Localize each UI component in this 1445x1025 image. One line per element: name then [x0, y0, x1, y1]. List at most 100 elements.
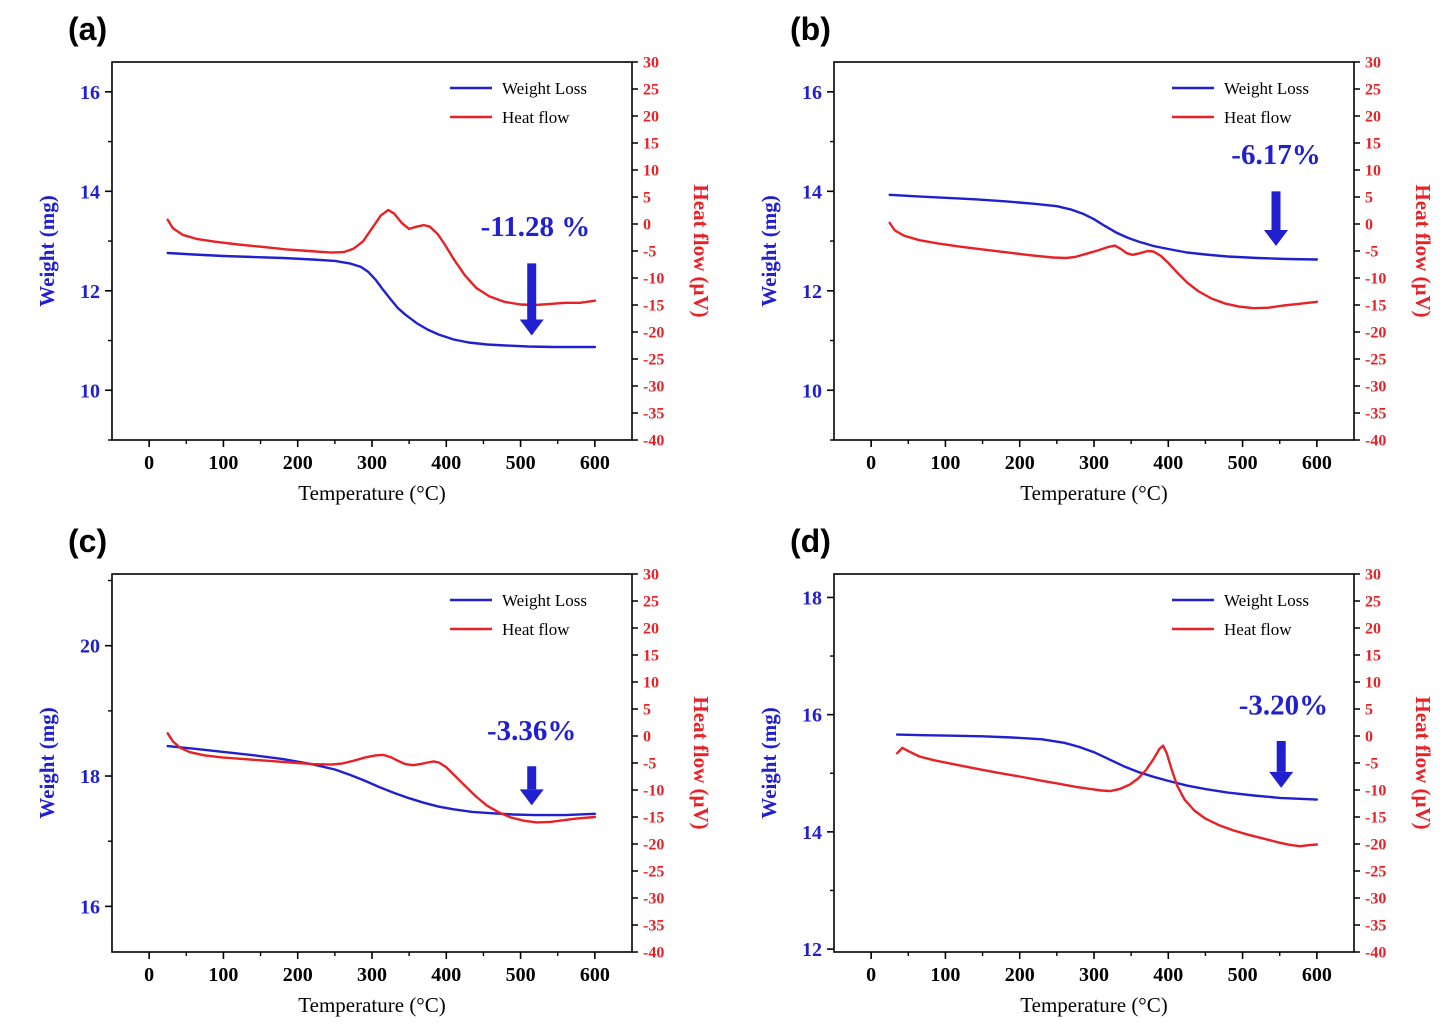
x-axis: 0 100 200 300 400 500 600 Temperature (°C)	[144, 440, 610, 505]
x-axis: 0 100 200 300 400 500 600 Temperature (°C)	[144, 952, 610, 1017]
y-right-tick-label: 15	[643, 136, 659, 153]
y-left-tick-label: 10	[80, 380, 100, 402]
x-tick-label: 0	[144, 964, 154, 986]
y-right-tick-label: 10	[643, 675, 659, 692]
y-left-tick-label: 16	[802, 82, 822, 104]
panel-a: (a) 0 100 200 300 400 500 600 Temperature (°C) 10…	[0, 0, 722, 512]
y-right-axis-title: Heat flow (μV)	[689, 184, 713, 317]
x-tick-label: 300	[357, 452, 387, 474]
y-right-tick-label: 5	[1365, 190, 1373, 207]
y-right-tick-label: -40	[1365, 945, 1386, 962]
annotation: -3.36%	[487, 715, 576, 806]
x-tick-label: 200	[1005, 964, 1035, 986]
legend-label: Heat flow	[502, 108, 570, 127]
panel-label: (a)	[68, 11, 107, 47]
y-right-tick-label: -30	[643, 891, 664, 908]
y-right-tick-label: -25	[1365, 864, 1386, 881]
x-tick-label: 0	[866, 964, 876, 986]
y-right-tick-label: 25	[643, 82, 659, 99]
weight-loss-annotation: -6.17%	[1231, 139, 1320, 171]
heat-flow-series	[166, 732, 597, 824]
x-tick-label: 500	[1228, 964, 1258, 986]
x-tick-label: 400	[1153, 452, 1183, 474]
y-right-tick-label: 5	[643, 190, 651, 207]
y-right-tick-label: 10	[1365, 675, 1381, 692]
y-left-axis-title: Weight (mg)	[757, 707, 781, 818]
y-right-tick-label: -20	[1365, 325, 1386, 342]
legend-label: Heat flow	[1224, 108, 1292, 127]
y-left-tick-label: 12	[802, 281, 822, 303]
y-right-tick-label: 15	[643, 648, 659, 665]
y-right-axis-title: Heat flow (μV)	[689, 696, 713, 829]
legend: Weight Loss Heat flow	[450, 79, 587, 127]
y-left-tick-label: 12	[80, 281, 100, 303]
heat-flow-series	[895, 744, 1319, 848]
x-tick-label: 100	[208, 964, 238, 986]
y-right-tick-label: 10	[1365, 163, 1381, 180]
y-left-tick-label: 16	[80, 896, 100, 918]
y-right-tick-label: -20	[643, 325, 664, 342]
y-left-axis: 10 12 14 16 Weight (mg)	[757, 82, 834, 441]
y-left-tick-label: 12	[802, 939, 822, 961]
panel-label: (d)	[790, 523, 831, 559]
legend-label: Heat flow	[1224, 620, 1292, 639]
y-right-tick-label: 30	[1365, 55, 1381, 72]
y-right-tick-label: -30	[643, 379, 664, 396]
series-group	[166, 732, 597, 824]
annotation-arrow-head	[1269, 771, 1294, 788]
x-tick-label: 500	[506, 964, 536, 986]
y-right-tick-label: -30	[1365, 891, 1386, 908]
legend: Weight Loss Heat flow	[1172, 79, 1309, 127]
y-left-tick-label: 18	[80, 766, 100, 788]
x-tick-label: 200	[283, 452, 313, 474]
y-left-tick-label: 14	[802, 822, 822, 844]
y-right-axis: 30 25 20 15 10 5 0 -5 -10 -15 -20 -25 -30 -35 -40 Heat …	[632, 55, 713, 450]
x-tick-label: 600	[580, 964, 610, 986]
y-right-tick-label: -25	[1365, 352, 1386, 369]
heat-flow-series	[888, 221, 1319, 310]
y-right-tick-label: 20	[643, 621, 659, 638]
y-left-axis: 16 18 20 Weight (mg)	[35, 579, 112, 918]
legend: Weight Loss Heat flow	[450, 591, 587, 639]
x-tick-label: 100	[930, 964, 960, 986]
legend-label: Heat flow	[502, 620, 570, 639]
x-tick-label: 500	[506, 452, 536, 474]
annotation-arrow-head	[1264, 230, 1288, 247]
y-left-axis-title: Weight (mg)	[757, 195, 781, 306]
y-right-tick-label: -40	[1365, 433, 1386, 450]
x-tick-label: 300	[1079, 964, 1109, 986]
x-tick-label: 100	[930, 452, 960, 474]
y-right-tick-label: 20	[643, 109, 659, 126]
y-right-axis: 30 25 20 15 10 5 0 -5 -10 -15 -20 -25 -30 -35 -40 Heat …	[1354, 567, 1435, 962]
y-right-axis-title: Heat flow (μV)	[1411, 696, 1435, 829]
y-right-tick-label: 10	[643, 163, 659, 180]
x-tick-label: 600	[1302, 452, 1332, 474]
x-tick-label: 300	[1079, 452, 1109, 474]
annotation: -3.20%	[1239, 690, 1328, 788]
x-tick-label: 600	[1302, 964, 1332, 986]
y-right-tick-label: -5	[643, 244, 656, 261]
series-group	[166, 208, 597, 349]
y-right-tick-label: -20	[643, 837, 664, 854]
weight-loss-annotation: -3.20%	[1239, 690, 1328, 722]
legend: Weight Loss Heat flow	[1172, 591, 1309, 639]
x-tick-label: 0	[866, 452, 876, 474]
y-left-tick-label: 16	[80, 82, 100, 104]
y-left-axis: 10 12 14 16 Weight (mg)	[35, 82, 112, 441]
y-right-tick-label: 20	[1365, 621, 1381, 638]
panel-label: (c)	[68, 523, 107, 559]
panel-d: (d) 0 100 200 300 400 500 600 Temperature (°C) 12…	[722, 512, 1445, 1025]
y-right-tick-label: -40	[643, 945, 664, 962]
y-left-tick-label: 20	[80, 636, 100, 658]
y-right-axis-title: Heat flow (μV)	[1411, 184, 1435, 317]
x-tick-label: 100	[208, 452, 238, 474]
annotation: -11.28 %	[481, 211, 590, 336]
weight-loss-annotation: -3.36%	[487, 715, 576, 747]
y-right-tick-label: -20	[1365, 837, 1386, 854]
x-tick-label: 400	[1153, 964, 1183, 986]
y-right-tick-label: -10	[1365, 271, 1386, 288]
